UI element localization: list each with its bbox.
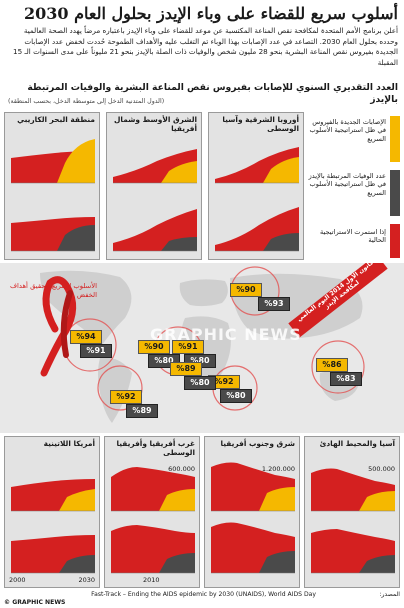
panel-title: آسيا والمحيط الهادئ <box>319 439 395 448</box>
world-map: 1 كانون الأول 2014 اليوم العالمي لمكافحة… <box>0 254 404 433</box>
map-label-infections: %91 <box>172 340 204 354</box>
map-label-deaths: %83 <box>330 372 362 386</box>
panel-title: أوروبا الشرقية وآسيا الوسطى <box>222 115 299 133</box>
map-label-infections: %92 <box>208 375 240 389</box>
map-label-deaths: %89 <box>126 404 158 418</box>
panel-west-central-africa: غرب أفريقيا وأفريقيا الوسطى 600.000 2010 <box>104 436 200 588</box>
panel-title: أمريكا اللاتينية <box>43 439 95 448</box>
legend-swatch-fast-deaths <box>390 170 400 216</box>
map-label-deaths: %80 <box>220 389 252 403</box>
map-label-deaths: %80 <box>184 376 216 390</box>
legend-swatch-fast-infections <box>390 116 400 162</box>
map-label-infections: %92 <box>110 390 142 404</box>
axis-tick-mid: 2010 <box>143 576 160 584</box>
panel-chart <box>215 147 299 252</box>
section-note: (الدول المتدنية الدخل إلى متوسطة الدخل، … <box>8 98 165 105</box>
panel-chart <box>111 467 195 574</box>
axis-ymax: 1.200.000 <box>261 465 295 473</box>
map-label-infections: %86 <box>316 358 348 372</box>
panel-mena: الشرق الأوسط وشمال أفريقيا <box>106 112 202 260</box>
axis-tick-start: 2000 <box>9 576 26 584</box>
section-heading: العدد التقديري السنوي للإصابات بفيروس نق… <box>27 82 398 105</box>
panel-chart <box>11 479 95 574</box>
panel-chart <box>113 149 197 252</box>
panel-caribbean: منطقة البحر الكاريبي <box>4 112 100 260</box>
panel-east-south-africa: شرق وجنوب أفريقيا 1.200.000 <box>204 436 300 588</box>
map-label-infections: %90 <box>230 283 262 297</box>
map-label-deaths: %91 <box>80 344 112 358</box>
source-label: المصدر: <box>379 591 400 598</box>
legend-swatch-current <box>390 224 400 258</box>
map-label-deaths: %93 <box>258 297 290 311</box>
panel-latin-america: أمريكا اللاتينية 2000 2030 <box>4 436 100 588</box>
legend-label: إذا استمرت الاستراتيجية الحالية <box>320 228 386 245</box>
panel-chart <box>211 462 295 574</box>
panel-title: منطقة البحر الكاريبي <box>17 115 95 124</box>
panel-title: الشرق الأوسط وشمال أفريقيا <box>114 115 197 133</box>
source-text: Fast-Track – Ending the AIDS epidemic by… <box>91 591 316 598</box>
panel-eastern-europe: أوروبا الشرقية وآسيا الوسطى <box>208 112 304 260</box>
watermark: GRAPHIC NEWS <box>150 325 302 344</box>
panel-title: غرب أفريقيا وأفريقيا الوسطى <box>116 439 195 457</box>
panel-asia-pacific: آسيا والمحيط الهادئ 500.000 <box>304 436 400 588</box>
map-label-infections: %89 <box>170 362 202 376</box>
panel-title: شرق وجنوب أفريقيا <box>220 439 295 448</box>
brand-logo: © GRAPHIC NEWS <box>4 599 66 606</box>
map-label-infections: %90 <box>138 340 170 354</box>
page-title: أسلوب سريع للقضاء على وباء الإيدز بحلول … <box>23 4 398 23</box>
axis-ymax: 600.000 <box>168 465 195 473</box>
legend-label: عدد الوفيات المرتبطة بالإيدز في ظل استرا… <box>308 172 386 197</box>
ribbon-callout: الأسلوب السريع لتحقيق أهداف الخفض <box>9 282 97 299</box>
map-label-infections: %94 <box>70 330 102 344</box>
legend: الإصابات الجديدة بالفيروس في ظل استراتيج… <box>308 112 400 260</box>
intro-paragraph: أعلن برنامج الأمم المتحدة لمكافحة نقص ال… <box>13 26 398 67</box>
legend-label: الإصابات الجديدة بالفيروس في ظل استراتيج… <box>309 118 386 143</box>
panel-chart <box>11 139 95 252</box>
panel-chart <box>311 468 395 574</box>
axis-tick-end: 2030 <box>78 576 95 584</box>
axis-ymax: 500.000 <box>368 465 395 473</box>
